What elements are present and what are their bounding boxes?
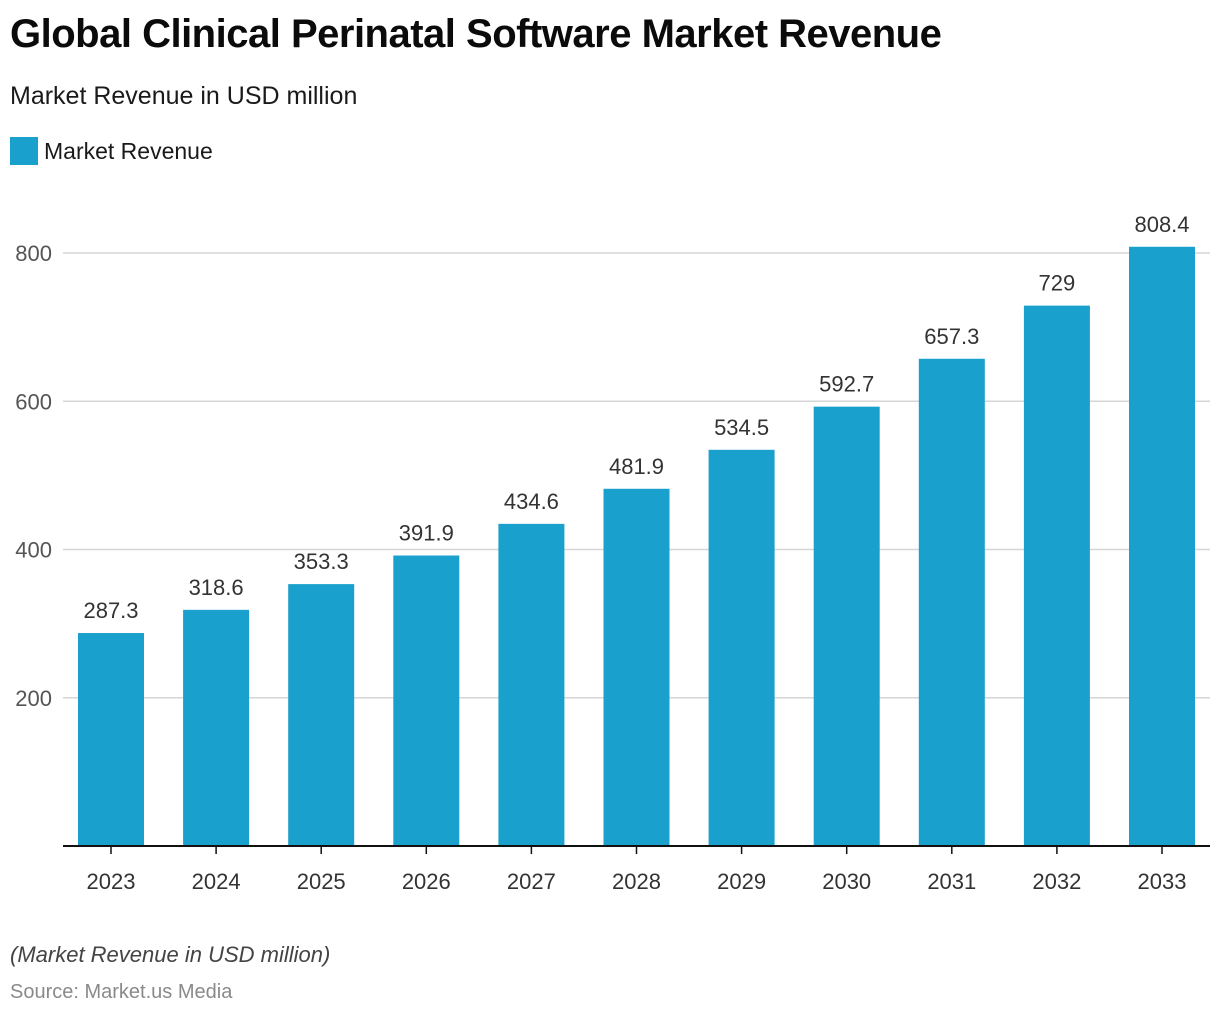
x-tick-label: 2033	[1138, 869, 1187, 894]
y-tick-label: 200	[15, 686, 52, 711]
x-tick-label: 2029	[717, 869, 766, 894]
bar	[1023, 305, 1090, 846]
y-tick-label: 400	[15, 538, 52, 563]
bar-value-label: 808.4	[1134, 212, 1189, 237]
x-tick-label: 2030	[822, 869, 871, 894]
x-tick-label: 2026	[402, 869, 451, 894]
footnote: (Market Revenue in USD million)	[10, 942, 331, 967]
bar	[183, 609, 250, 846]
bar	[288, 584, 355, 846]
x-tick-label: 2025	[297, 869, 346, 894]
bar	[498, 523, 565, 846]
legend: Market Revenue	[10, 137, 213, 165]
bar	[78, 633, 144, 846]
bar	[813, 406, 880, 846]
bar-value-label: 353.3	[294, 549, 349, 574]
x-tick-label: 2032	[1032, 869, 1081, 894]
bar-value-label: 657.3	[924, 324, 979, 349]
bar-value-label: 318.6	[189, 575, 244, 600]
bar-value-label: 287.3	[83, 598, 138, 623]
source-credit: Source: Market.us Media	[10, 981, 233, 1003]
legend-swatch	[10, 137, 38, 165]
y-tick-label: 600	[15, 389, 52, 414]
chart-subtitle: Market Revenue in USD million	[10, 82, 358, 110]
y-tick-label: 800	[15, 241, 52, 266]
x-tick-label: 2024	[192, 869, 241, 894]
bar-value-label: 434.6	[504, 489, 559, 514]
x-tick-label: 2027	[507, 869, 556, 894]
bar-value-label: 481.9	[609, 454, 664, 479]
legend-label: Market Revenue	[44, 137, 213, 164]
bar	[918, 358, 985, 846]
x-tick-label: 2023	[87, 869, 136, 894]
bar-value-label: 729	[1039, 271, 1076, 296]
bar	[708, 449, 775, 846]
bar	[603, 488, 670, 846]
x-tick-label: 2028	[612, 869, 661, 894]
bar	[393, 555, 460, 846]
chart-title: Global Clinical Perinatal Software Marke…	[10, 12, 942, 56]
bar-value-label: 534.5	[714, 415, 769, 440]
bar-value-label: 592.7	[819, 372, 874, 397]
x-tick-label: 2031	[927, 869, 976, 894]
bar	[1129, 246, 1195, 846]
bar-value-label: 391.9	[399, 521, 454, 546]
